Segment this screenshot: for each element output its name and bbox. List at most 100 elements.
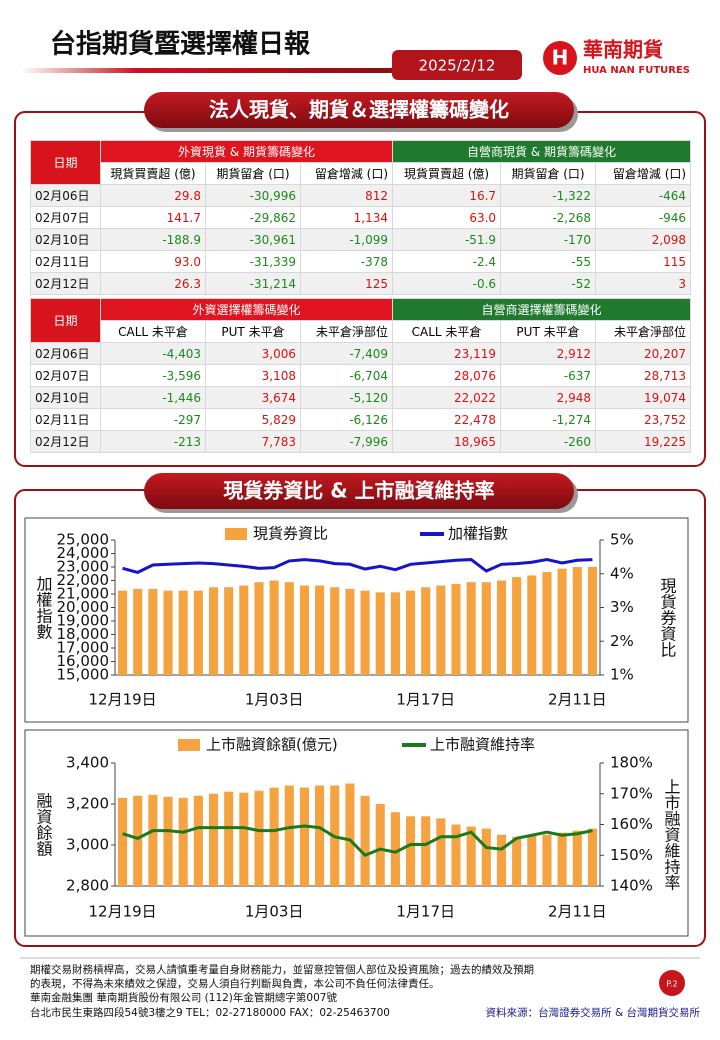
bar	[254, 582, 264, 675]
value-cell: -1,322	[500, 184, 597, 207]
header-band	[20, 68, 410, 73]
bar	[178, 590, 188, 675]
tick-label: 25,000	[57, 531, 110, 549]
bar	[299, 787, 309, 886]
column-row: 現貨買賣超 (億) 期貨留倉 (口) 留倉增減 (口) 現貨買賣超 (億) 期貨留倉 (…	[31, 162, 692, 185]
bar	[239, 585, 249, 675]
bar	[345, 783, 355, 886]
logo-name: 華南期貨	[583, 38, 663, 62]
column-header: 現貨買賣超 (億)	[100, 162, 206, 185]
bar	[345, 588, 355, 675]
bar	[481, 582, 491, 675]
bar	[496, 834, 507, 886]
value-cell: 16.7	[392, 184, 502, 207]
value-cell: -5,120	[299, 386, 394, 409]
bar	[496, 580, 507, 675]
value-cell: 141.7	[100, 206, 206, 229]
tick-label: 5%	[610, 531, 634, 549]
value-cell: -31,214	[205, 272, 301, 295]
value-cell: -1,099	[299, 228, 394, 251]
x-tick-label: 12月19日	[88, 903, 156, 921]
x-tick-label: 12月19日	[88, 691, 156, 709]
date-cell: 02月10日	[30, 228, 101, 251]
logo-mark	[543, 41, 577, 75]
data-row: 02月10日 -188.9 -30,961 -1,099 -51.9 -170 2,098	[30, 228, 692, 251]
value-cell: 7,783	[205, 430, 301, 453]
tick-label: 23,000	[57, 558, 110, 576]
bar	[163, 796, 173, 886]
bar	[239, 792, 249, 886]
bar	[542, 572, 552, 675]
bar	[269, 580, 279, 675]
value-cell: 23,752	[595, 408, 692, 431]
tick-label: 20,000	[57, 598, 110, 616]
report-date: 2025/2/12	[419, 57, 496, 75]
disclaimer: 期權交易財務槓桿高，交易人請慎重考量自身財務能力，並留意控管個人部位及投資風險；…	[30, 963, 534, 976]
bar	[527, 575, 537, 675]
value-cell: -51.9	[392, 228, 502, 251]
page-badge	[659, 970, 685, 996]
tick-label: 15,000	[57, 666, 110, 684]
value-cell: -6,126	[299, 408, 394, 431]
bar	[118, 797, 128, 886]
tick-label: 3%	[610, 598, 634, 616]
data-row: 02月11日 93.0 -31,339 -378 -2.4 -55 115	[30, 250, 692, 273]
bar	[254, 790, 264, 886]
legend-label: 現貨券資比	[253, 525, 328, 543]
value-cell: -260	[500, 430, 597, 453]
bar	[406, 590, 416, 675]
bar	[315, 785, 325, 886]
value-cell: 2,098	[595, 228, 692, 251]
date-cell: 02月06日	[30, 342, 101, 365]
column-header: 現貨買賣超 (億)	[392, 162, 502, 185]
bar	[436, 585, 446, 675]
data-row: 02月07日 141.7 -29,862 1,134 63.0 -2,268 -946	[30, 206, 692, 229]
page-number: P.2	[666, 980, 677, 989]
company: 華南金融集團 華南期貨股份有限公司 (112)年金管期總字第007號	[30, 991, 337, 1004]
x-tick-label: 1月17日	[396, 903, 455, 921]
date-cell: 02月07日	[30, 364, 101, 387]
tick-label: 2,800	[66, 877, 109, 895]
bar	[375, 592, 385, 675]
group-header: 外資現貨 & 期貨籌碼變化	[99, 140, 394, 163]
logo-english: HUA NAN FUTURES	[583, 65, 690, 76]
value-cell: -0.6	[392, 272, 502, 295]
value-cell: 3	[595, 272, 692, 295]
x-tick-label: 2月11日	[548, 903, 607, 921]
bar	[133, 588, 143, 675]
group-header: 外資選擇權籌碼變化	[99, 298, 394, 321]
data-row: 02月12日 26.3 -31,214 125 -0.6 -52 3	[30, 272, 692, 295]
value-cell: 22,022	[392, 386, 502, 409]
value-cell: 1,134	[299, 206, 394, 229]
tick-label: 3,400	[66, 754, 109, 772]
bar	[512, 577, 522, 675]
bar	[178, 797, 188, 886]
tick-label: 3,000	[66, 836, 109, 854]
section-title: 現貨券資比 & 上市融資維持率	[223, 479, 494, 503]
column-header: 期貨留倉 (口)	[205, 162, 301, 185]
bar	[406, 816, 416, 886]
value-cell: 18,965	[392, 430, 502, 453]
section-title: 法人現貨、期貨＆選擇權籌碼變化	[209, 98, 509, 122]
data-row: 02月12日 -213 7,783 -7,996 18,965 -260 19,225	[30, 430, 692, 453]
data-row: 02月07日 -3,596 3,108 -6,704 28,076 -637 28,713	[30, 364, 692, 387]
bar	[451, 583, 461, 675]
bar	[466, 826, 476, 886]
section-pill	[144, 92, 574, 128]
bar	[299, 585, 309, 675]
bar	[330, 587, 340, 675]
value-cell: 63.0	[392, 206, 502, 229]
tick-label: 3,200	[66, 795, 109, 813]
value-cell: 125	[299, 272, 394, 295]
bar	[542, 834, 552, 886]
data-row: 02月10日 -1,446 3,674 -5,120 22,022 2,948 19,074	[30, 386, 692, 409]
value-cell: 5,829	[205, 408, 301, 431]
data-row: 02月06日 -4,403 3,006 -7,409 23,119 2,912 20,207	[30, 342, 692, 365]
column-header: 未平倉淨部位	[595, 320, 692, 343]
date-cell: 02月11日	[30, 408, 101, 431]
tick-label: 2%	[610, 632, 634, 650]
value-cell: -3,596	[100, 364, 206, 387]
legend-label: 上市融資維持率	[430, 736, 535, 754]
tick-label: 1%	[610, 666, 634, 684]
